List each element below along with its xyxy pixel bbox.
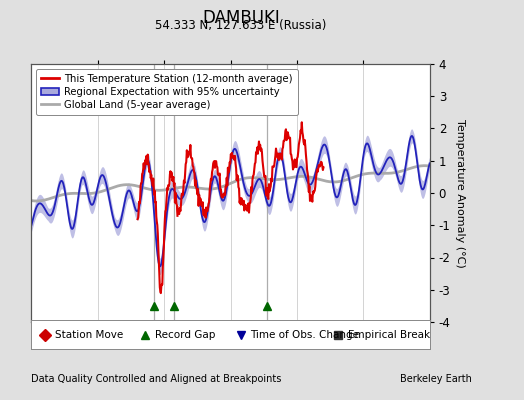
- Text: DAMBUKI: DAMBUKI: [202, 9, 280, 27]
- Text: Time of Obs. Change: Time of Obs. Change: [250, 330, 359, 340]
- Y-axis label: Temperature Anomaly (°C): Temperature Anomaly (°C): [455, 119, 465, 267]
- Text: Record Gap: Record Gap: [155, 330, 215, 340]
- Text: Station Move: Station Move: [56, 330, 124, 340]
- Text: Data Quality Controlled and Aligned at Breakpoints: Data Quality Controlled and Aligned at B…: [31, 374, 282, 384]
- Text: Berkeley Earth: Berkeley Earth: [400, 374, 472, 384]
- Text: Empirical Break: Empirical Break: [348, 330, 430, 340]
- Text: 54.333 N, 127.633 E (Russia): 54.333 N, 127.633 E (Russia): [155, 19, 327, 32]
- Legend: This Temperature Station (12-month average), Regional Expectation with 95% uncer: This Temperature Station (12-month avera…: [37, 69, 298, 115]
